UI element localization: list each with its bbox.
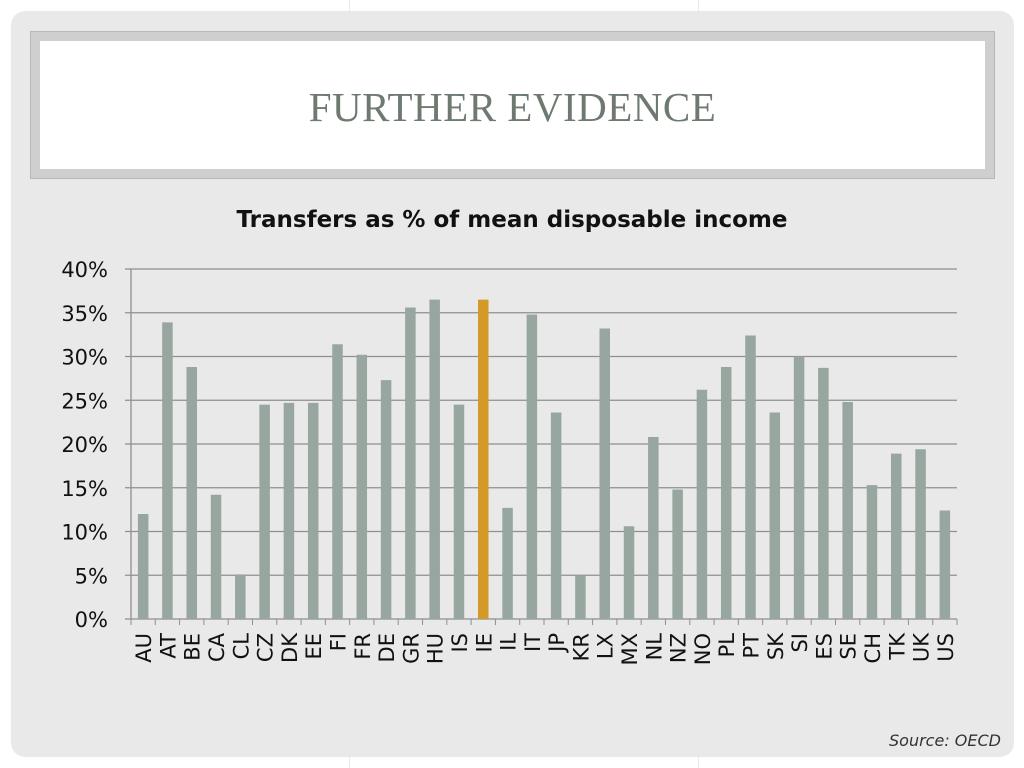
x-tick-label: JP	[545, 633, 569, 654]
x-tick-label: NZ	[667, 633, 691, 663]
bar	[575, 575, 586, 619]
bar	[186, 367, 197, 619]
bar	[453, 404, 465, 619]
x-tick-label: UK	[910, 632, 934, 662]
bar	[283, 402, 295, 619]
y-tick-label: 20%	[61, 433, 108, 457]
bar	[356, 354, 368, 619]
x-tick-label: EE	[302, 633, 326, 660]
bar	[939, 510, 951, 619]
x-tick-label: DE	[375, 633, 399, 662]
bar	[623, 526, 635, 619]
y-tick-label: 25%	[61, 389, 108, 413]
bar	[793, 356, 805, 619]
x-tick-label: MX	[618, 633, 642, 666]
bar	[550, 412, 562, 619]
bar	[720, 367, 732, 619]
x-tick-label: IE	[472, 633, 496, 652]
bar	[599, 328, 610, 619]
source-note: Source: OECD	[889, 731, 1001, 750]
bar	[818, 367, 829, 619]
x-tick-label: PT	[740, 633, 764, 659]
y-tick-label: 15%	[61, 477, 108, 501]
x-tick-label: GR	[399, 633, 423, 664]
bar	[866, 485, 878, 619]
bar	[137, 514, 149, 619]
x-tick-label: BE	[181, 633, 205, 661]
bar	[769, 412, 781, 619]
x-tick-label: IT	[521, 633, 545, 652]
x-tick-label: SI	[788, 633, 812, 653]
y-tick-label: 0%	[75, 608, 108, 632]
bar	[915, 449, 926, 619]
x-tick-label: KR	[569, 633, 593, 661]
x-tick-label: FI	[327, 633, 351, 651]
chart-title: Transfers as % of mean disposable income	[236, 207, 788, 233]
slide-title: FURTHER EVIDENCE	[308, 84, 717, 130]
x-tick-label: NO	[691, 633, 715, 665]
x-tick-label: CL	[229, 633, 253, 660]
x-tick-label: PL	[715, 633, 739, 658]
bar	[259, 404, 270, 619]
bar	[891, 453, 902, 619]
y-tick-label: 40%	[61, 258, 108, 282]
bar	[332, 344, 343, 619]
bar	[672, 489, 683, 619]
bar	[405, 307, 416, 619]
x-tick-label: SK	[764, 632, 788, 660]
x-tick-label: LX	[594, 633, 618, 659]
bar	[502, 507, 513, 619]
y-tick-label: 30%	[61, 346, 108, 370]
bar	[696, 389, 708, 619]
x-tick-label: SE	[837, 633, 861, 660]
x-tick-label: CZ	[254, 633, 278, 662]
bar	[648, 437, 659, 619]
y-tick-label: 35%	[61, 302, 108, 326]
x-tick-label: TK	[885, 632, 909, 661]
x-tick-label: NL	[642, 633, 666, 661]
bar	[478, 299, 489, 619]
y-tick-label: 10%	[61, 521, 108, 545]
x-tick-label: IS	[448, 633, 472, 653]
bar	[307, 402, 319, 619]
x-tick-label: HU	[424, 633, 448, 664]
bar	[526, 314, 538, 619]
x-tick-label: AU	[132, 633, 156, 663]
bar	[745, 335, 756, 619]
x-tick-label: FR	[351, 633, 375, 660]
bar	[842, 402, 853, 619]
bar	[210, 494, 222, 619]
bar	[429, 299, 440, 619]
x-tick-label: US	[934, 633, 958, 662]
title-panel: FURTHER EVIDENCE	[40, 41, 985, 169]
bar	[380, 380, 392, 619]
bar	[235, 574, 246, 619]
y-tick-label: 5%	[75, 564, 108, 588]
x-tick-label: DK	[278, 632, 302, 663]
title-frame: FURTHER EVIDENCE	[30, 31, 995, 179]
x-tick-label: ES	[812, 633, 836, 660]
x-tick-label: CA	[205, 632, 229, 662]
x-tick-label: IL	[497, 633, 521, 651]
x-tick-label: AT	[156, 633, 180, 659]
bar	[162, 322, 173, 619]
x-tick-label: CH	[861, 633, 885, 663]
